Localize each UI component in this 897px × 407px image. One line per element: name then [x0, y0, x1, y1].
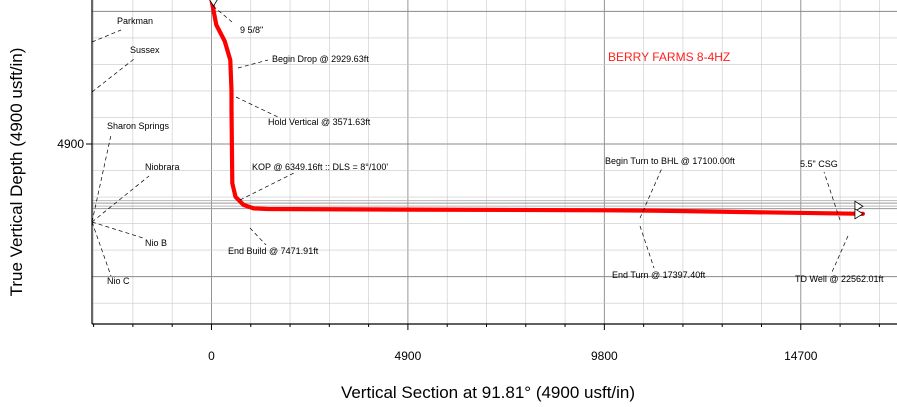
tick-labels: 0 4900 9800 14700 4900 — [57, 137, 817, 363]
formation-leader — [91, 29, 122, 43]
annotation-leader — [639, 225, 655, 269]
annotation: End Turn @ 17397.40ft — [612, 225, 706, 280]
formation-label: Niobrara — [145, 162, 180, 172]
formation-marker: Niobrara — [91, 162, 180, 223]
annotation: 9 5/8" — [212, 5, 263, 35]
x-tick-label: 0 — [208, 349, 215, 363]
formation-label: Nio B — [145, 238, 167, 248]
y-axis-title: True Vertical Depth (4900 usft/in) — [7, 48, 26, 297]
annotation-label: End Build @ 7471.91ft — [228, 246, 319, 256]
annotation-leader — [639, 167, 663, 219]
production-casing-marker — [854, 200, 864, 212]
td-marker — [854, 208, 864, 220]
annotation-leader — [237, 59, 269, 69]
formation-leader — [91, 175, 150, 223]
annotation: Begin Drop @ 2929.63ft — [237, 54, 369, 69]
x-axis-title: Vertical Section at 91.81° (4900 usft/in… — [341, 383, 635, 402]
x-tick-label: 9800 — [591, 349, 618, 363]
well-path-line — [209, 0, 865, 216]
formation-markers: Parkman Sussex Sharon Springs Niobrara Nio B… — [91, 16, 180, 286]
formation-leader — [91, 58, 135, 93]
annotation-label: 5.5" CSG — [800, 159, 838, 169]
surface-casing-marker — [209, 0, 218, 7]
annotation-layer: 9 5/8" Begin Drop @ 2929.63ft Hold Vertica… — [212, 5, 884, 284]
formation-leader — [91, 221, 144, 239]
y-tick-label: 4900 — [57, 137, 84, 151]
formation-marker: Nio C — [91, 221, 130, 286]
formation-marker: Parkman — [91, 16, 153, 43]
formation-leader — [91, 221, 112, 277]
x-tick-label: 4900 — [395, 349, 422, 363]
annotation-label: TD Well @ 22562.01ft — [795, 274, 884, 284]
x-tick-label: 14700 — [784, 349, 818, 363]
annotation-leader — [823, 171, 841, 221]
formation-label: Sharon Springs — [107, 121, 170, 131]
annotation: TD Well @ 22562.01ft — [795, 235, 884, 284]
annotation-leader — [249, 227, 267, 246]
formation-marker: Sharon Springs — [91, 121, 170, 223]
annotation: 5.5" CSG — [800, 159, 841, 221]
chart-title: BERRY FARMS 8-4HZ — [608, 50, 730, 64]
annotation-label: Begin Turn to BHL @ 17100.00ft — [605, 156, 735, 166]
formation-marker: Sussex — [91, 45, 160, 93]
well-path-layer — [209, 0, 865, 216]
annotation-label: KOP @ 6349.16ft :: DLS = 8°/100' — [252, 162, 388, 172]
formation-label: Parkman — [117, 16, 153, 26]
formation-label: Nio C — [107, 276, 130, 286]
grid-lines — [92, 0, 897, 324]
plot-frame — [86, 0, 897, 330]
annotation: KOP @ 6349.16ft :: DLS = 8°/100' — [239, 162, 388, 201]
annotation: Begin Turn to BHL @ 17100.00ft — [605, 156, 735, 219]
annotation-label: Hold Vertical @ 3571.63ft — [268, 117, 371, 127]
annotation-leader — [239, 171, 297, 201]
formation-label: Sussex — [130, 45, 160, 55]
annotation-leader — [235, 96, 281, 119]
casing-markers — [209, 0, 864, 220]
annotation: End Build @ 7471.91ft — [228, 227, 319, 256]
annotation: Hold Vertical @ 3571.63ft — [235, 96, 371, 127]
annotation-label: End Turn @ 17397.40ft — [612, 270, 706, 280]
formation-leader — [91, 134, 112, 223]
formation-marker: Nio B — [91, 221, 167, 248]
annotation-label: 9 5/8" — [240, 25, 263, 35]
annotation-label: Begin Drop @ 2929.63ft — [272, 54, 369, 64]
